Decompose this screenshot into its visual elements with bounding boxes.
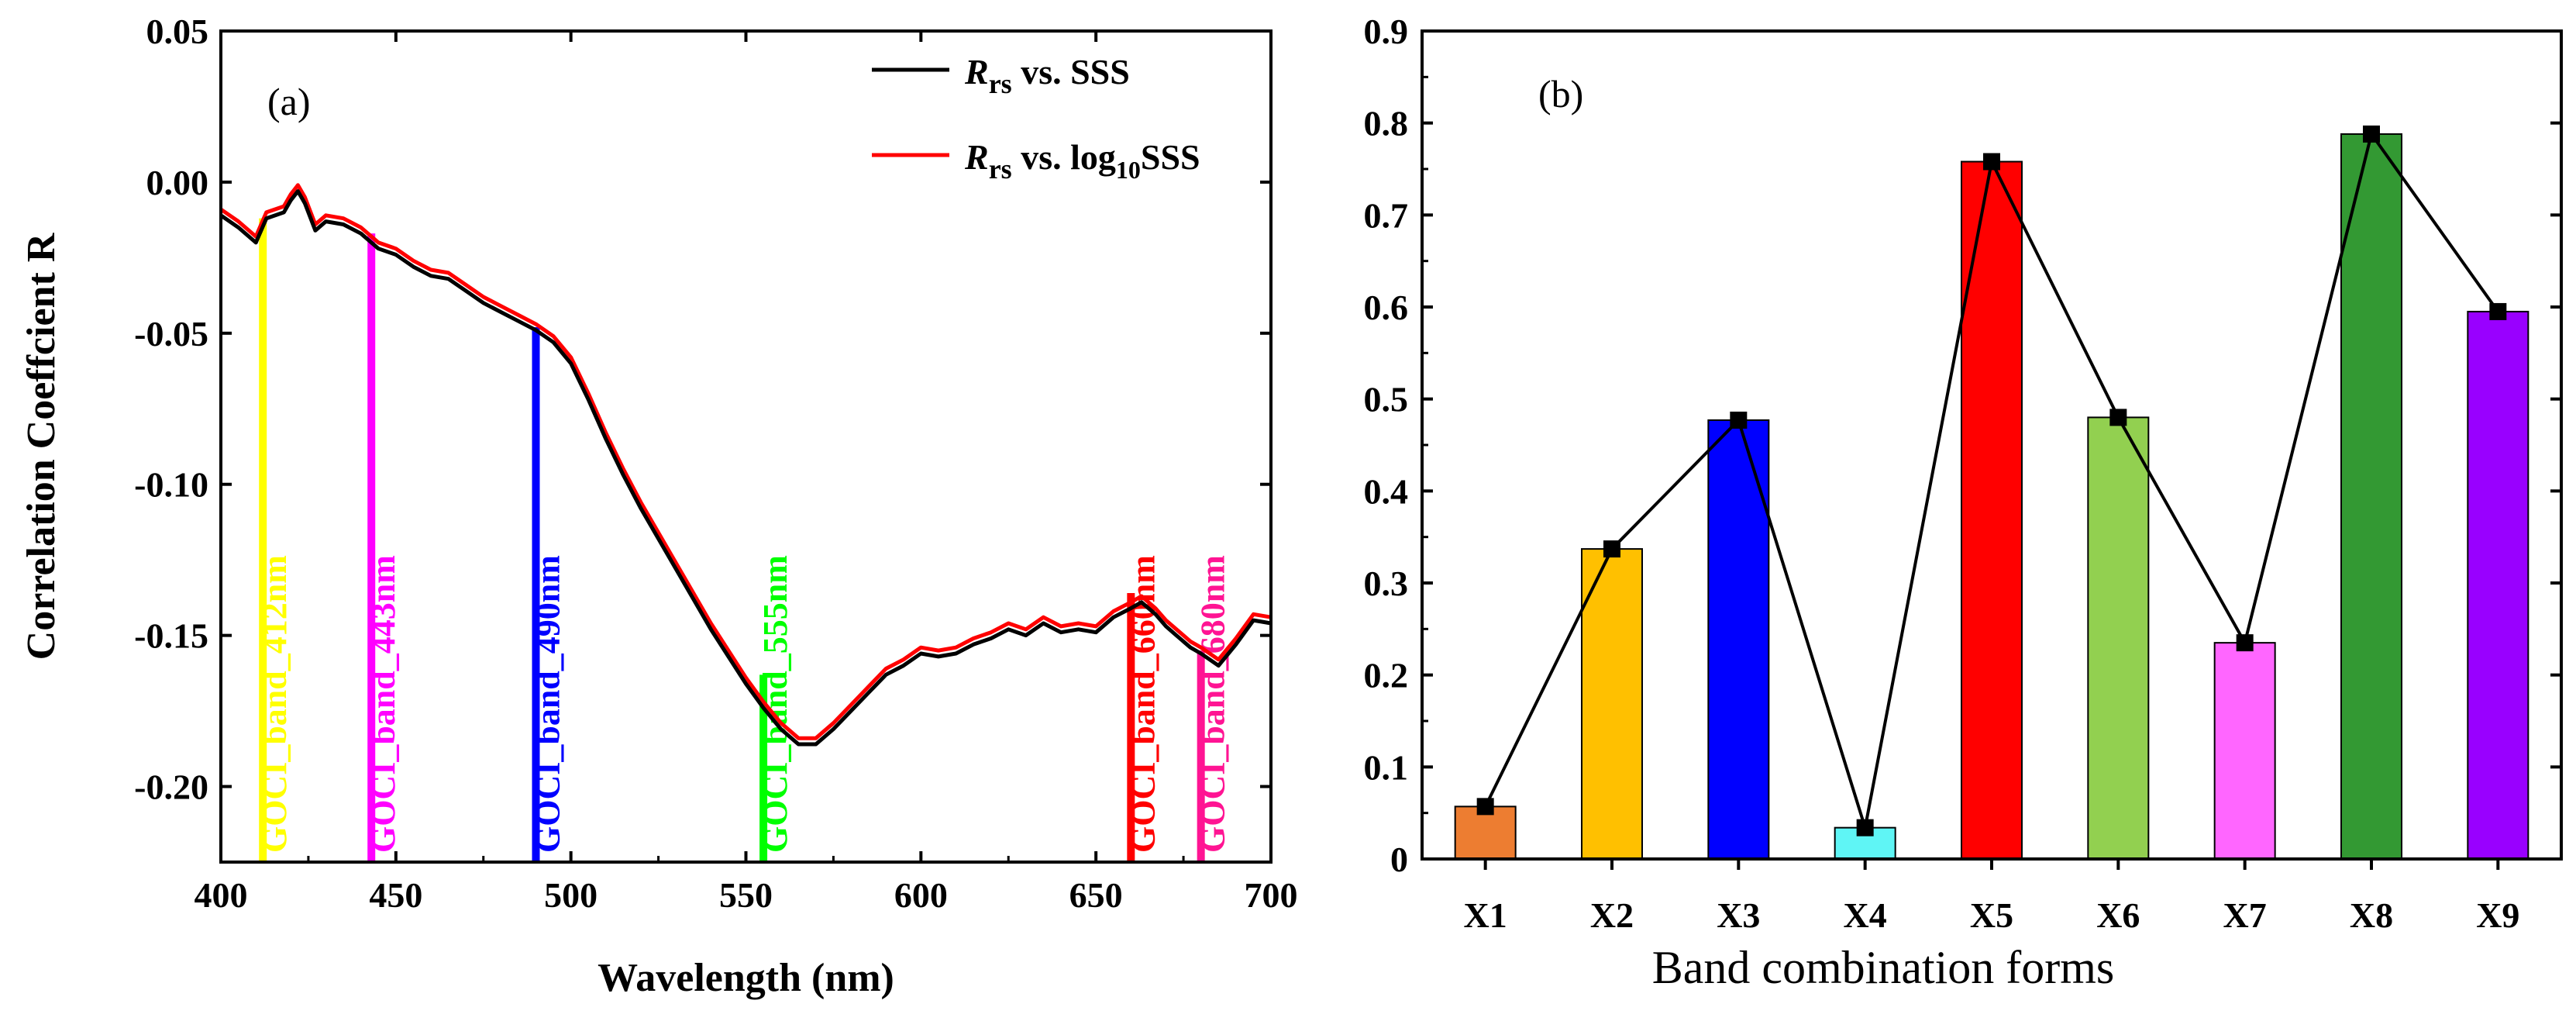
band-marker-label: GOCI_band_680nm <box>1194 555 1232 853</box>
y-tick-label: 0.8 <box>1364 104 1409 143</box>
overlay-marker <box>1983 153 2000 171</box>
legend-entry: Rrs vs. log10SSS <box>964 137 1200 185</box>
bar <box>1707 419 1770 860</box>
overlay-marker <box>2363 125 2380 143</box>
y-tick-label: 0.4 <box>1364 471 1409 511</box>
y-tick-label: 0.1 <box>1364 747 1409 787</box>
y-tick-label: 0.7 <box>1364 195 1409 235</box>
overlay-marker <box>2236 634 2254 652</box>
category-label: X7 <box>2223 895 2267 935</box>
x-tick-label: 550 <box>719 875 773 915</box>
bar <box>2087 416 2150 860</box>
legend-entry: Rrs vs. SSS <box>964 52 1130 99</box>
y-axis-ticks: -0.20 -0.15 -0.10 -0.05 0.00 0.05 <box>134 12 1271 807</box>
y-tick-label: 0.00 <box>146 163 209 202</box>
x-axis-ticks: 400 450 500 550 600 650 700 <box>195 31 1298 915</box>
x-tick-label: 450 <box>369 875 422 915</box>
x-tick-label: 500 <box>544 875 598 915</box>
x-axis-title: Band combination forms <box>1652 942 2115 993</box>
y-tick-label: 0.6 <box>1364 288 1409 327</box>
bar <box>2213 642 2276 861</box>
series-line <box>219 183 1272 740</box>
x-tick-label: 650 <box>1069 875 1123 915</box>
overlay-line <box>1476 125 2507 836</box>
series-lines <box>219 183 1272 747</box>
y-tick-label: -0.05 <box>134 314 208 354</box>
category-labels: X1 X2 X3 X4 X5 X6 X7 X8 X9 <box>1464 859 2519 935</box>
x-tick-label: 700 <box>1245 875 1298 915</box>
y-tick-label: -0.20 <box>134 767 208 807</box>
category-label: X1 <box>1464 895 1507 935</box>
y-axis-ticks: 0 0.1 0.2 0.3 0.4 0.5 0.6 0.7 0.8 0.9 <box>1364 12 2561 879</box>
y-tick-label: -0.15 <box>134 616 208 656</box>
band-marker-label: GOCI_band_412nm <box>256 555 294 853</box>
bar <box>2340 133 2402 860</box>
overlay-marker <box>1476 798 1494 816</box>
panel-b-bar-chart: X1 X2 X3 X4 X5 X6 X7 X8 X9 0 0.1 0.2 0.3 0.4 0.5 0.6 0.… <box>1364 12 2563 993</box>
band-marker-label: GOCI_band_490nm <box>529 555 567 853</box>
category-label: X2 <box>1590 895 1634 935</box>
category-label: X9 <box>2476 895 2519 935</box>
overlay-marker <box>2109 409 2127 426</box>
overlay-marker <box>1856 819 1874 836</box>
y-tick-label: 0.3 <box>1364 564 1409 603</box>
bar <box>1581 548 1643 860</box>
y-tick-label: 0.5 <box>1364 380 1409 419</box>
category-label: X6 <box>2096 895 2140 935</box>
overlay-marker <box>1603 540 1620 558</box>
x-axis-title: Wavelength (nm) <box>598 956 894 1000</box>
category-label: X5 <box>1970 895 2013 935</box>
category-label: X8 <box>2350 895 2393 935</box>
panel-label-b: (b) <box>1538 72 1583 116</box>
y-axis-title: Correlation Coeffcient R <box>19 232 64 660</box>
x-tick-label: 400 <box>195 875 248 915</box>
category-label: X4 <box>1844 895 1887 935</box>
category-label: X3 <box>1717 895 1760 935</box>
overlay-marker <box>1730 411 1748 429</box>
overlay-marker <box>2489 302 2507 320</box>
legend: Rrs vs. SSS Rrs vs. log10SSS <box>872 52 1200 185</box>
y-tick-label: 0 <box>1390 840 1408 879</box>
panel-a-line-chart: GOCI_band_412nm GOCI_band_443nm GOCI_band_… <box>19 12 1298 1000</box>
y-tick-label: -0.10 <box>134 465 208 505</box>
series-line <box>219 189 1272 747</box>
y-tick-label: 0.05 <box>146 12 209 51</box>
y-tick-label: 0.2 <box>1364 656 1409 695</box>
bars <box>1454 133 2530 861</box>
band-markers: GOCI_band_412nm GOCI_band_443nm GOCI_band_… <box>256 218 1232 862</box>
x-tick-label: 600 <box>894 875 948 915</box>
bar <box>2467 310 2530 860</box>
band-marker-label: GOCI_band_443nm <box>364 555 402 853</box>
y-tick-label: 0.9 <box>1364 12 1409 51</box>
panel-label-a: (a) <box>267 80 311 123</box>
